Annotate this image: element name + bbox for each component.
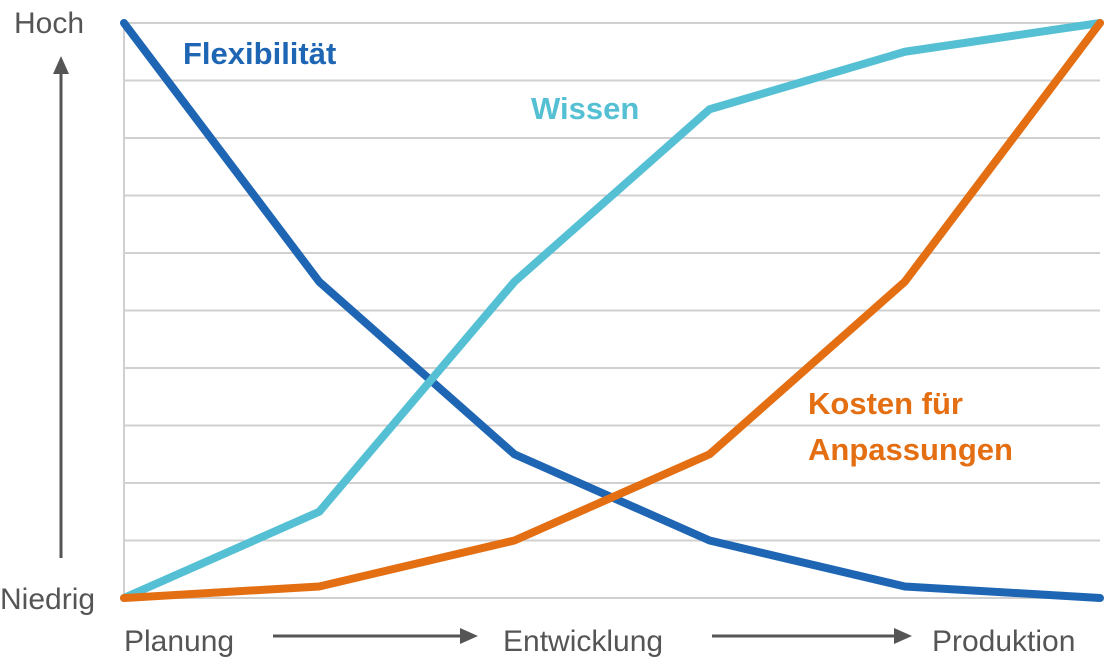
series-line-wissen: [120, 19, 1104, 602]
y-axis-arrow: [53, 56, 69, 558]
x-axis-arrow-1: [273, 628, 478, 644]
x-axis-arrow-2: [712, 628, 912, 644]
series-label-kosten-line1: Kosten für: [808, 386, 963, 421]
y-axis-top-label: Hoch: [14, 7, 84, 40]
series-label-wissen: Wissen: [531, 91, 639, 126]
series-line-kosten: [120, 19, 1104, 602]
x-axis-label-entwicklung: Entwicklung: [503, 625, 663, 658]
series-lines: [120, 19, 1104, 602]
series-label-flexibilitaet: Flexibilität: [183, 36, 336, 71]
gridlines: [123, 22, 1100, 599]
x-axis-label-planung: Planung: [124, 625, 234, 658]
y-axis-bottom-label: Niedrig: [0, 583, 95, 616]
series-label-kosten-line2: Anpassungen: [808, 432, 1013, 467]
x-axis-label-produktion: Produktion: [932, 625, 1075, 658]
